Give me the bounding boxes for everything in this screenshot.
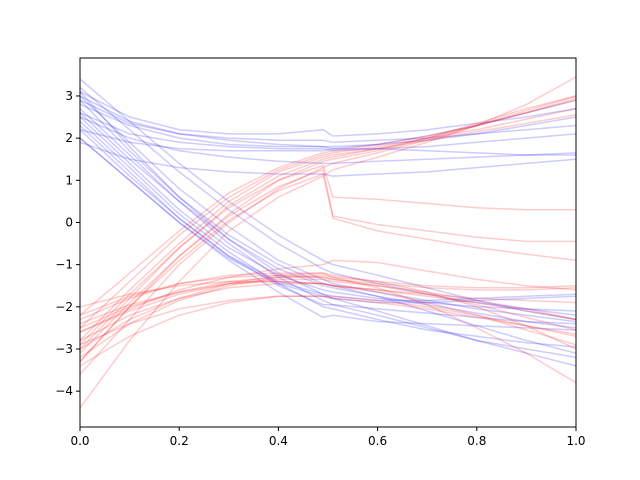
x-tick-label: 0.2 — [170, 434, 189, 448]
series-line-red-23 — [79, 95, 577, 363]
x-tick-label: 0.4 — [269, 434, 288, 448]
series-line-red-28 — [79, 95, 577, 375]
series-line-blue-13 — [79, 116, 577, 312]
series-line-blue-8 — [79, 103, 577, 148]
series-line-blue-4 — [79, 112, 577, 152]
series-line-red-35 — [79, 272, 577, 384]
series-line-blue-12 — [79, 108, 577, 329]
x-tick-label: 0.6 — [368, 434, 387, 448]
series-line-blue-15 — [79, 137, 577, 304]
series-line-blue-9 — [79, 78, 577, 321]
series-line-red-30 — [79, 168, 576, 354]
series-line-blue-11 — [79, 95, 577, 323]
series-line-blue-1 — [79, 95, 576, 156]
y-tick-label: −4 — [55, 384, 73, 398]
series-line-red-24 — [79, 99, 577, 350]
series-line-blue-7 — [79, 141, 577, 177]
x-axis: 0.0 0.2 0.4 0.6 0.8 1.0 — [70, 427, 586, 448]
series-line-red-36 — [79, 282, 577, 346]
series-line-red-31 — [79, 172, 577, 363]
series-line-blue-6 — [79, 116, 577, 165]
series-line-red-39 — [79, 276, 577, 329]
series-line-red-40 — [79, 274, 577, 359]
series-line-blue-5 — [79, 99, 577, 152]
series-line-blue-19 — [79, 120, 577, 348]
plot-frame — [79, 57, 577, 428]
y-tick-label: −3 — [55, 342, 73, 356]
series-line-red-32 — [79, 280, 577, 325]
x-tick-label: 0.0 — [70, 434, 89, 448]
series-line-blue-14 — [79, 129, 577, 302]
x-tick-label: 1.0 — [566, 434, 585, 448]
series-line-blue-16 — [79, 99, 577, 354]
series-lines — [79, 76, 577, 409]
y-tick-label: −2 — [55, 300, 73, 314]
series-line-red-27 — [79, 97, 577, 316]
y-tick-label: 3 — [65, 89, 73, 103]
x-tick-label: 0.8 — [467, 434, 486, 448]
series-line-red-22 — [79, 76, 577, 409]
series-line-red-26 — [79, 107, 577, 329]
y-axis: −4 −3 −2 −1 0 1 2 3 — [55, 89, 80, 398]
series-line-blue-21 — [79, 124, 577, 325]
series-line-blue-18 — [79, 112, 577, 359]
series-line-red-33 — [79, 278, 577, 333]
series-line-blue-10 — [79, 86, 577, 316]
series-line-blue-2 — [79, 99, 577, 144]
series-line-red-41 — [79, 259, 577, 333]
y-tick-label: 2 — [65, 131, 73, 145]
series-line-red-43 — [79, 295, 577, 346]
y-tick-label: 1 — [65, 173, 73, 187]
series-line-red-34 — [79, 272, 577, 350]
series-line-red-29 — [79, 164, 576, 346]
series-line-blue-20 — [79, 137, 577, 331]
series-line-red-37 — [79, 274, 577, 331]
series-line-blue-17 — [79, 91, 577, 367]
y-tick-label: 0 — [65, 215, 73, 229]
y-tick-label: −1 — [55, 258, 73, 272]
series-line-red-42 — [79, 280, 577, 321]
series-line-red-25 — [79, 114, 577, 342]
series-line-blue-3 — [79, 91, 577, 137]
series-line-red-38 — [79, 295, 577, 367]
